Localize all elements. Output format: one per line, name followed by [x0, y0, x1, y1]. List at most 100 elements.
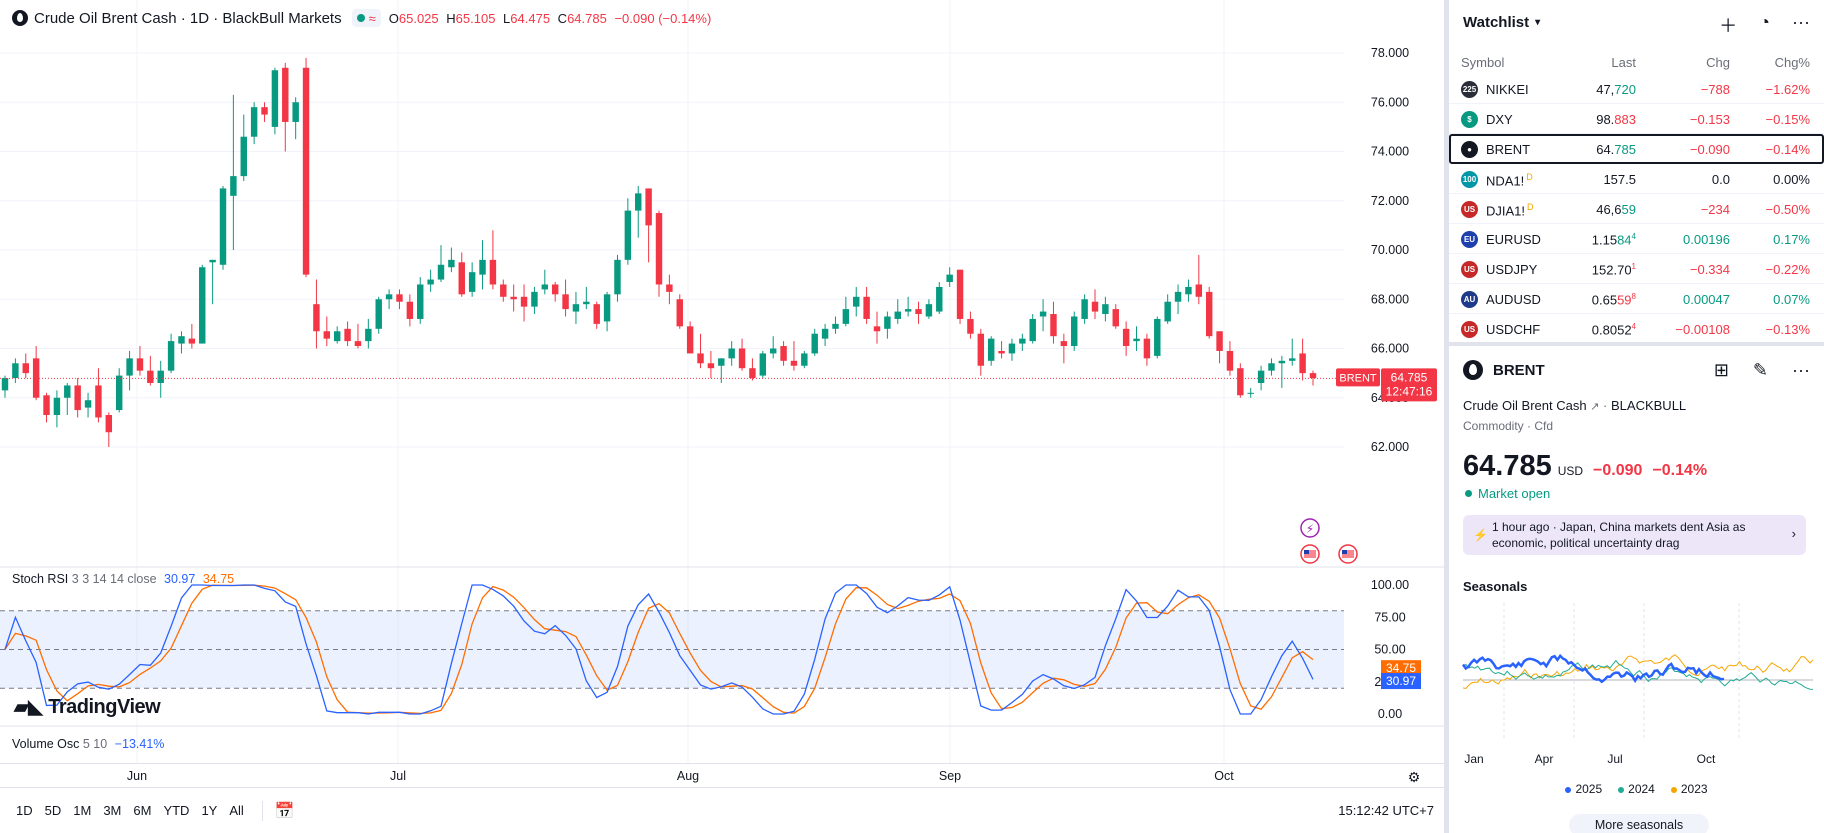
- chart-title[interactable]: Crude Oil Brent Cash · 1D · BlackBull Ma…: [34, 9, 342, 27]
- edit-note-icon[interactable]: ✎: [1752, 360, 1769, 380]
- market-status-pill[interactable]: ≈: [351, 9, 381, 27]
- candle: [1019, 333, 1026, 351]
- legend-2024[interactable]: 2024: [1618, 782, 1655, 796]
- range-1m-button[interactable]: 1M: [73, 803, 92, 818]
- seasonal-month-label: Jul: [1607, 752, 1623, 766]
- stoch-rsi-legend[interactable]: Stoch RSI 3 3 14 14 close 30.97 34.75: [12, 572, 234, 586]
- advanced-view-icon[interactable]: ◔: [1759, 12, 1771, 32]
- watchlist-row-usdchf[interactable]: US USDCHF 0.80524 −0.00108 −0.13%: [1449, 314, 1824, 344]
- symbol-name: EURUSD: [1486, 232, 1541, 247]
- time-axis[interactable]: Jun Jul Aug Sep Oct ⚙: [0, 763, 1444, 787]
- watchlist-row-nda1[interactable]: 100 NDA1! D 157.5 0.0 0.00%: [1449, 164, 1824, 194]
- candle-body: [936, 286, 943, 312]
- range-all-button[interactable]: All: [229, 803, 244, 818]
- seasonals-chart[interactable]: [1449, 598, 1824, 748]
- legend-2023[interactable]: 2023: [1670, 782, 1708, 796]
- add-symbol-icon[interactable]: ＋: [1719, 16, 1738, 36]
- market-status[interactable]: Market open: [1465, 486, 1550, 501]
- seasonals-title[interactable]: Seasonals: [1463, 579, 1528, 594]
- stoch-d-tag-label: 34.75: [1386, 661, 1416, 675]
- last-value: 47,720: [1596, 82, 1636, 97]
- legend-2025[interactable]: 2025: [1565, 782, 1602, 796]
- candle-body: [1060, 341, 1068, 347]
- candle-body: [230, 176, 237, 196]
- candle-body: [136, 358, 144, 371]
- col-last[interactable]: Last: [1611, 55, 1636, 70]
- grid-layout-icon[interactable]: ⊞: [1713, 360, 1729, 380]
- candle: [1205, 286, 1213, 339]
- candle-body: [1195, 284, 1203, 297]
- candle: [769, 336, 777, 359]
- candle-body: [261, 107, 268, 115]
- range-5d-button[interactable]: 5D: [44, 803, 62, 818]
- candle: [635, 185, 642, 238]
- candle-body: [1164, 301, 1171, 322]
- candle: [479, 240, 486, 290]
- candle-body: [1071, 316, 1078, 347]
- watchlist-selector[interactable]: Watchlist ▾: [1463, 14, 1540, 31]
- last-price-tag[interactable]: [1381, 368, 1437, 402]
- details-symbol[interactable]: BRENT: [1493, 361, 1545, 379]
- stoch-k-line: [4, 584, 1314, 715]
- candle: [333, 326, 341, 344]
- instrument-name[interactable]: Crude Oil Brent Cash: [1463, 398, 1587, 413]
- candle: [655, 210, 663, 297]
- symbol-name: DXY: [1486, 112, 1513, 127]
- chevron-down-icon: ▾: [1535, 17, 1541, 28]
- event-lightning-icon[interactable]: [1300, 518, 1320, 538]
- last-value: 0.80524: [1591, 322, 1636, 338]
- watchlist-row-usdjpy[interactable]: US USDJPY 152.701 −0.334 −0.22%: [1449, 254, 1824, 284]
- last-price-label: 64.785: [1391, 370, 1428, 384]
- market-open-dot-icon: [356, 14, 365, 22]
- candle-body: [74, 385, 81, 411]
- external-link-icon[interactable]: ↗: [1590, 401, 1600, 413]
- calendar-goto-icon[interactable]: 📅: [261, 800, 295, 821]
- more-options-icon[interactable]: ···: [1792, 12, 1810, 32]
- volume-osc-legend[interactable]: Volume Osc 5 10 −13.41%: [12, 737, 164, 751]
- watchlist-row-audusd[interactable]: AU AUDUSD 0.65598 0.00047 0.07%: [1449, 284, 1824, 314]
- tradingview-logo[interactable]: ▰◣ TradingView: [14, 696, 161, 719]
- candle: [614, 254, 621, 302]
- col-symbol[interactable]: Symbol: [1461, 55, 1505, 70]
- low-label: L: [503, 10, 511, 26]
- flag-stripes: [1304, 550, 1316, 558]
- chart-pane[interactable]: 78.000 76.000 74.000 72.000 70.000 68.000 66.0…: [0, 0, 1444, 833]
- news-headline[interactable]: ⚡ 1 hour ago · Japan, China markets dent…: [1463, 515, 1806, 555]
- watchlist-row-eurusd[interactable]: EU EURUSD 1.15844 0.00196 0.17%: [1449, 224, 1824, 254]
- candle-body: [666, 284, 673, 292]
- range-1y-button[interactable]: 1Y: [201, 803, 218, 818]
- clock-timezone[interactable]: 15:12:42 UTC+7: [1338, 803, 1434, 818]
- watchlist-row-dxy[interactable]: $ DXY 98.883 −0.153 −0.15%: [1449, 104, 1824, 134]
- col-chg[interactable]: Chg: [1706, 55, 1730, 70]
- watchlist-row-nikkei[interactable]: 225 NIKKEI 47,720 −788 −1.62%: [1449, 74, 1824, 104]
- candle: [406, 294, 414, 327]
- candle: [1237, 363, 1244, 398]
- panel-resize-handle[interactable]: [1444, 0, 1449, 833]
- more-seasonals-button[interactable]: More seasonals: [1569, 814, 1709, 833]
- range-3m-button[interactable]: 3M: [103, 803, 122, 818]
- range-1d-button[interactable]: 1D: [16, 803, 33, 818]
- more-options-icon[interactable]: ···: [1792, 360, 1810, 380]
- candle-body: [1289, 358, 1296, 361]
- candle-body: [375, 299, 382, 329]
- candle: [987, 336, 995, 366]
- watchlist-row-djia1[interactable]: US DJIA1! D 46,659 −234 −0.50%: [1449, 194, 1824, 224]
- watchlist-row-brent[interactable]: ● BRENT 64.785 −0.090 −0.14%: [1449, 134, 1824, 164]
- range-6m-button[interactable]: 6M: [133, 803, 152, 818]
- candle: [583, 286, 590, 310]
- candle-body: [572, 304, 580, 312]
- settings-gear-icon[interactable]: ⚙: [1407, 769, 1421, 785]
- candle-body: [1102, 304, 1109, 315]
- range-ytd-button[interactable]: YTD: [163, 803, 190, 818]
- candle-body: [1039, 311, 1047, 317]
- change-pct-value: −0.14%: [1765, 142, 1810, 157]
- candle: [126, 350, 133, 391]
- candle: [645, 188, 652, 263]
- candle: [302, 57, 310, 278]
- market-status-text: Market open: [1478, 486, 1551, 501]
- col-chg-pct[interactable]: Chg%: [1774, 55, 1810, 70]
- last-price-symbol-tag[interactable]: [1336, 368, 1380, 387]
- exchange-name[interactable]: BLACKBULL: [1611, 398, 1687, 413]
- panel-separator[interactable]: [1449, 342, 1824, 346]
- chart-canvas[interactable]: 78.000 76.000 74.000 72.000 70.000 68.000 66.0…: [0, 0, 1444, 763]
